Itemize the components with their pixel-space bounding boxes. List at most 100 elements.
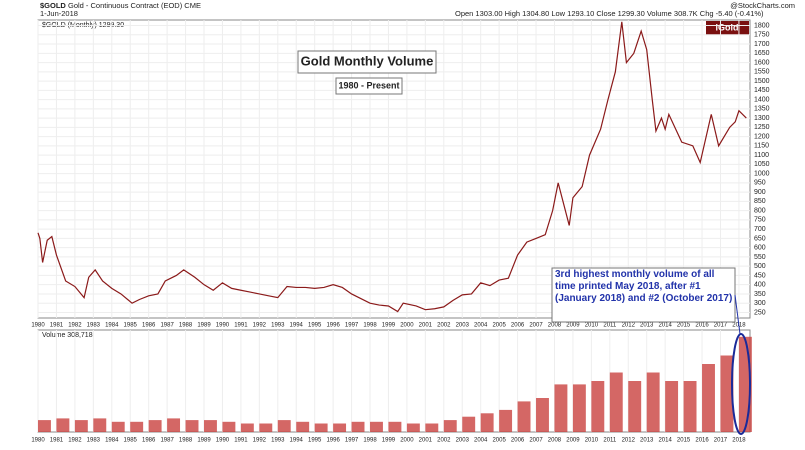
x-tick-label: 2012 [622, 323, 636, 329]
volume-bar [388, 421, 402, 432]
symbol: $GOLD [40, 1, 66, 10]
title-box [297, 50, 437, 74]
volume-bar [277, 420, 291, 432]
x-tick-label: 1984 [105, 323, 119, 329]
x-tick-label: 2004 [474, 438, 488, 444]
x-tick-label: 1988 [179, 438, 193, 444]
y-tick-label: 1250 [754, 124, 770, 131]
x-tick-label: 1998 [363, 323, 377, 329]
y-tick-label: 1000 [754, 170, 770, 177]
annotation-pointer [734, 294, 741, 335]
x-tick-label: 2005 [492, 323, 506, 329]
y-tick-label: 600 [754, 245, 766, 252]
y-tick-label: 1300 [754, 115, 770, 122]
x-tick-label: 2017 [714, 438, 728, 444]
date: 1-Jun-2018 [40, 9, 78, 18]
x-tick-label: 2013 [640, 323, 654, 329]
x-tick-label: 1989 [197, 438, 211, 444]
y-tick-label: 1650 [754, 50, 770, 57]
x-tick-label: 2016 [695, 438, 709, 444]
x-tick-label: 2018 [732, 438, 746, 444]
y-tick-label: 350 [754, 291, 766, 298]
volume-bar [130, 421, 144, 432]
y-tick-label: 1600 [754, 59, 770, 66]
y-tick-label: 650 [754, 235, 766, 242]
x-tick-label: 2016 [695, 323, 709, 329]
x-tick-label: 2002 [437, 323, 451, 329]
volume-bar [665, 381, 679, 432]
x-tick-label: 1999 [382, 438, 396, 444]
y-tick-label: 300 [754, 300, 766, 307]
volume-bar [56, 418, 70, 432]
x-tick-label: 1981 [50, 438, 64, 444]
x-tick-label: 2001 [419, 323, 433, 329]
x-tick-label: 1986 [142, 323, 156, 329]
x-tick-label: 1985 [124, 438, 138, 444]
x-tick-label: 2014 [658, 323, 672, 329]
x-tick-label: 1982 [68, 323, 82, 329]
volume-bar [111, 421, 125, 432]
x-tick-label: 2015 [677, 438, 691, 444]
x-tick-label: 2006 [511, 438, 525, 444]
y-tick-label: 1700 [754, 41, 770, 48]
volume-bar [148, 420, 162, 432]
x-tick-label: 1990 [216, 438, 230, 444]
volume-bar [93, 418, 107, 432]
volume-bar [240, 423, 254, 432]
x-tick-label: 2008 [548, 323, 562, 329]
x-tick-label: 1999 [382, 323, 396, 329]
volume-bar [462, 416, 476, 432]
x-tick-label: 1983 [87, 323, 101, 329]
volume-bar [443, 420, 457, 432]
volume-bar [646, 372, 660, 432]
volume-bar [185, 420, 199, 432]
x-tick-label: 1993 [271, 438, 285, 444]
x-tick-label: 1987 [160, 438, 174, 444]
x-tick-label: 2013 [640, 438, 654, 444]
x-tick-label: 1991 [234, 438, 248, 444]
y-tick-label: 1450 [754, 87, 770, 94]
y-tick-label: 1200 [754, 133, 770, 140]
price-line [37, 21, 747, 313]
volume-bar [702, 364, 715, 432]
y-tick-label: 550 [754, 254, 766, 261]
x-tick-label: 2007 [529, 323, 543, 329]
y-tick-label: 950 [754, 180, 766, 187]
volume-bar [425, 423, 439, 432]
volume-bar [259, 423, 273, 432]
x-tick-label: 2015 [677, 323, 691, 329]
volume-bar [204, 420, 217, 432]
y-tick-label: 850 [754, 198, 766, 205]
y-tick-label: 450 [754, 272, 766, 279]
x-tick-label: 2012 [622, 438, 636, 444]
x-tick-label: 1997 [345, 438, 359, 444]
x-tick-label: 2005 [492, 438, 506, 444]
x-tick-label: 1992 [253, 323, 267, 329]
x-tick-label: 2003 [456, 323, 470, 329]
y-tick-label: 1100 [754, 152, 769, 159]
annotation-wrap: 3rd highest monthly volume of all time p… [555, 269, 732, 304]
x-tick-label: 2010 [585, 323, 599, 329]
x-tick-label: 1995 [308, 438, 322, 444]
x-tick-label: 2011 [603, 323, 617, 329]
volume-bar [370, 421, 383, 432]
volume-bar [536, 398, 549, 432]
x-tick-label: 1985 [124, 323, 138, 329]
y-tick-label: 900 [754, 189, 766, 196]
volume-bar [517, 401, 531, 432]
x-tick-label: 2001 [419, 438, 433, 444]
x-tick-label: 1989 [197, 323, 211, 329]
x-tick-label: 1996 [326, 323, 340, 329]
x-tick-label: 2002 [437, 438, 451, 444]
chart-title: Gold Monthly Volume [301, 53, 434, 68]
x-tick-label: 1983 [87, 438, 101, 444]
y-tick-label: 1550 [754, 69, 770, 76]
x-tick-label: 1995 [308, 323, 322, 329]
x-tick-label: 2000 [400, 438, 414, 444]
volume-bar [609, 372, 623, 432]
x-tick-label: 1992 [253, 438, 267, 444]
plot-area: 250 300 350 400 450 500 550 600 650 700 750 800 850 9… [31, 20, 770, 444]
volume-bar [167, 418, 181, 432]
quote: Open 1303.00 High 1304.80 Low 1293.10 Cl… [455, 9, 764, 18]
